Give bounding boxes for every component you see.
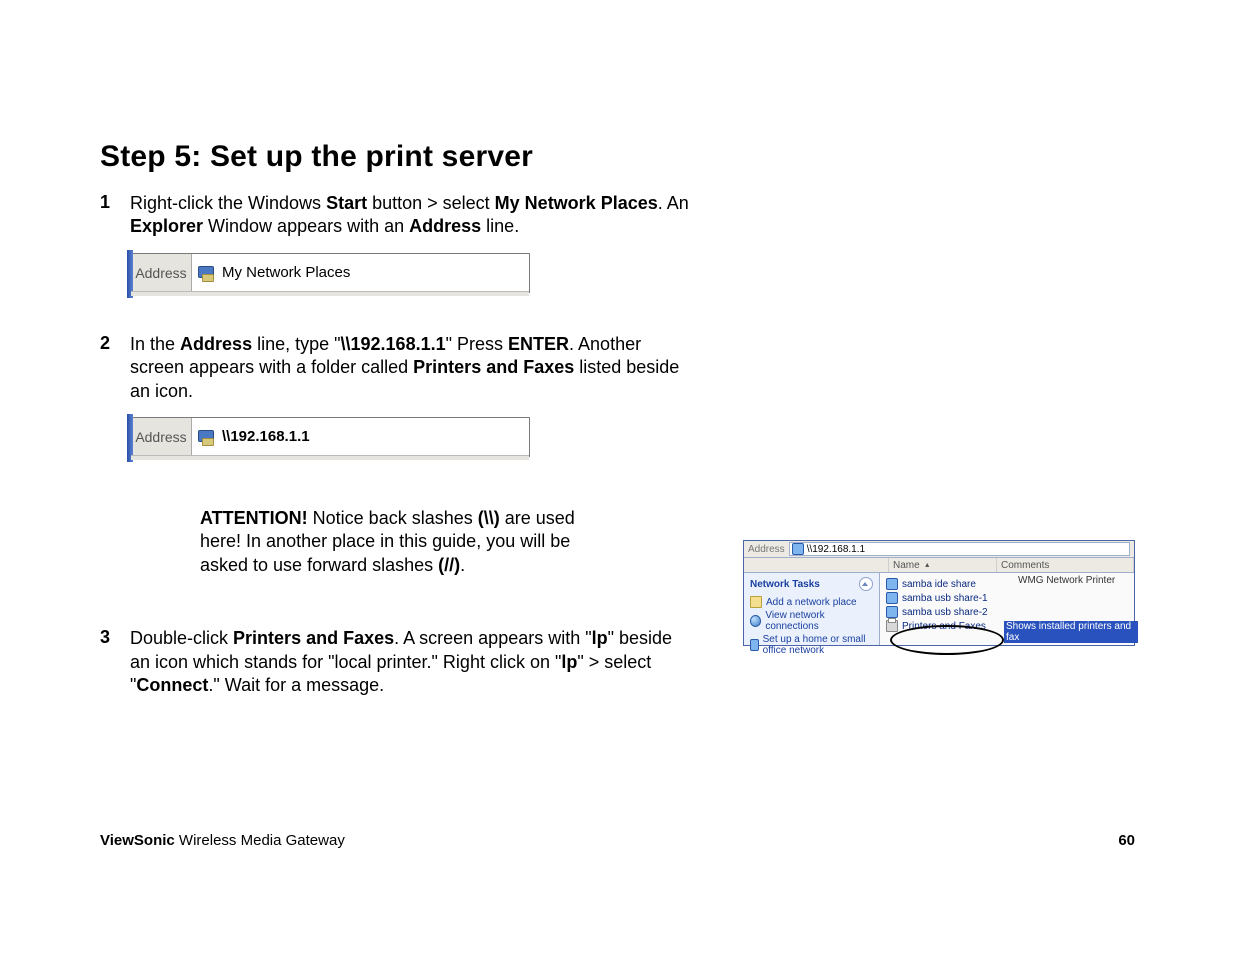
text: ." Wait for a message. xyxy=(208,675,384,695)
text-bold: Start xyxy=(326,193,367,213)
text-bold: ENTER xyxy=(508,334,569,354)
list-item: samba usb share-1 xyxy=(886,591,1128,605)
step-number: 2 xyxy=(100,333,130,354)
text: Set up a home or small office network xyxy=(763,634,873,656)
text-bold: Address xyxy=(180,334,252,354)
text-bold: (//) xyxy=(438,555,460,575)
text: View network connections xyxy=(765,610,873,632)
network-places-icon xyxy=(198,264,216,282)
explorer-window-screenshot: Address \\192.168.1.1 Name ▲ Comments Net… xyxy=(743,540,1135,646)
text: Add a network place xyxy=(766,597,857,608)
collapse-icon xyxy=(859,577,873,591)
page-number: 60 xyxy=(1118,832,1135,849)
step-text: Double-click Printers and Faxes. A scree… xyxy=(130,627,690,697)
globe-icon xyxy=(750,615,761,627)
text-bold: Explorer xyxy=(130,216,203,236)
printer-icon xyxy=(886,620,898,632)
text: line. xyxy=(481,216,519,236)
page-title: Step 5: Set up the print server xyxy=(100,140,1135,174)
page-footer: ViewSonic Wireless Media Gateway 60 xyxy=(100,832,1135,849)
text: Double-click xyxy=(130,628,233,648)
task-link: Add a network place xyxy=(750,595,873,609)
text: Notice back slashes xyxy=(308,508,478,528)
step-number: 3 xyxy=(100,627,130,648)
text: " Press xyxy=(446,334,508,354)
add-place-icon xyxy=(750,596,762,608)
step-text: In the Address line, type "\\192.168.1.1… xyxy=(130,333,690,403)
text: button > select xyxy=(367,193,495,213)
network-tasks-title: Network Tasks xyxy=(750,579,820,590)
text-bold: lp xyxy=(561,652,577,672)
task-link: Set up a home or small office network xyxy=(750,633,873,657)
text-bold: Printers and Faxes xyxy=(233,628,394,648)
text: samba ide share xyxy=(902,579,976,590)
column-header-comments: Comments xyxy=(997,558,1134,572)
share-icon xyxy=(886,578,898,590)
list-item: samba usb share-2 xyxy=(886,605,1128,619)
address-value: \\192.168.1.1 xyxy=(222,428,310,445)
text-bold: lp xyxy=(592,628,608,648)
text: line, type " xyxy=(252,334,340,354)
text: . An xyxy=(658,193,689,213)
task-link: View network connections xyxy=(750,609,873,633)
text-bold: Connect xyxy=(136,675,208,695)
text-bold: My Network Places xyxy=(495,193,658,213)
step-2: 2 In the Address line, type "\\192.168.1… xyxy=(100,333,1135,403)
text: . A screen appears with " xyxy=(394,628,592,648)
address-bar-screenshot-2: Address \\192.168.1.1 xyxy=(130,417,530,457)
column-header-name: Name xyxy=(893,560,920,571)
text: Window appears with an xyxy=(203,216,409,236)
step-text: Right-click the Windows Start button > s… xyxy=(130,192,690,239)
attention-lead: ATTENTION! xyxy=(200,508,308,528)
step-number: 1 xyxy=(100,192,130,213)
annotation-circle xyxy=(890,625,1004,655)
network-tasks-pane: Network Tasks Add a network place View n… xyxy=(744,573,880,645)
text: samba usb share-1 xyxy=(902,593,988,604)
share-icon xyxy=(886,592,898,604)
text: samba usb share-2 xyxy=(902,607,988,618)
attention-note: ATTENTION! Notice back slashes (\\) are … xyxy=(200,507,620,577)
selected-comment: Shows installed printers and fax xyxy=(1004,621,1138,643)
text: . xyxy=(460,555,465,575)
address-label: Address xyxy=(131,254,192,292)
address-label: Address xyxy=(748,544,785,555)
product-name: Wireless Media Gateway xyxy=(175,832,345,849)
address-label: Address xyxy=(131,418,192,456)
network-places-icon xyxy=(792,543,804,555)
text-bold: Printers and Faxes xyxy=(413,357,574,377)
brand-name: ViewSonic xyxy=(100,832,175,849)
address-value: \\192.168.1.1 xyxy=(807,544,865,555)
sort-asc-icon: ▲ xyxy=(924,562,931,569)
address-bar-screenshot-1: Address My Network Places xyxy=(130,253,530,293)
text: Right-click the Windows xyxy=(130,193,326,213)
text-bold: \\192.168.1.1 xyxy=(341,334,446,354)
share-icon xyxy=(886,606,898,618)
address-value: My Network Places xyxy=(222,264,350,281)
text-bold: (\\) xyxy=(478,508,500,528)
network-places-icon xyxy=(198,428,216,446)
comment-text: WMG Network Printer xyxy=(1018,575,1138,586)
home-net-icon xyxy=(750,639,759,651)
step-1: 1 Right-click the Windows Start button >… xyxy=(100,192,1135,239)
text: In the xyxy=(130,334,180,354)
text-bold: Address xyxy=(409,216,481,236)
